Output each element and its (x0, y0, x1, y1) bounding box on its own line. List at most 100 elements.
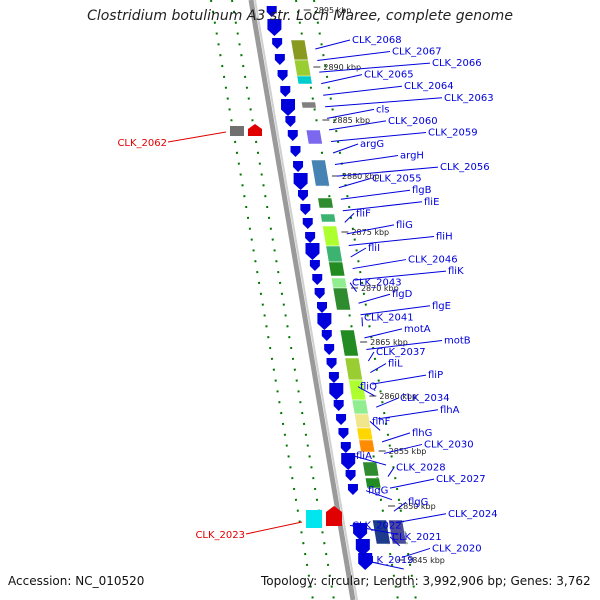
backbone-highlight (254, 0, 358, 600)
dotted-ring-mid-outer (231, 0, 335, 600)
forward-gene-arrow (290, 146, 301, 157)
forward-gene-arrow (336, 414, 347, 425)
forward-gene-label: CLK_2028 (396, 463, 446, 474)
cds-match-block (364, 477, 382, 489)
forward-gene-arrow (312, 274, 323, 285)
forward-gene-arrow (293, 161, 304, 172)
cds-match-block (344, 357, 363, 381)
forward-gene-leader (381, 432, 411, 443)
forward-gene-arrow (355, 539, 370, 556)
cds-match-block (328, 261, 346, 277)
forward-gene-leader (319, 62, 431, 73)
forward-gene-arrow (333, 400, 344, 411)
scale-tick-label: 2875 kbp (351, 228, 389, 237)
forward-gene-arrow (326, 358, 337, 369)
forward-gene-label: fliA (356, 451, 372, 462)
forward-gene-leader (401, 547, 431, 558)
forward-gene-leader (338, 178, 371, 189)
cds-match-block (330, 277, 348, 289)
forward-gene-leader (349, 282, 357, 292)
forward-gene-leader (334, 155, 399, 166)
forward-gene-leader (378, 409, 439, 420)
forward-gene-label: CLK_2059 (428, 127, 478, 138)
scale-tick-label: 2850 kbp (398, 502, 436, 511)
cds-match-block (354, 413, 372, 429)
forward-gene-leader (317, 51, 391, 62)
scale-tick-label: 2870 kbp (361, 284, 399, 293)
forward-gene-leader (344, 212, 355, 223)
forward-gene-leader (328, 120, 387, 131)
forward-gene-label: CLK_2022 (352, 520, 402, 531)
forward-gene-label: CLK_2020 (432, 543, 482, 554)
forward-gene-label: flgG (408, 497, 428, 508)
forward-gene-arrow (338, 428, 349, 439)
accession-label: Accession: NC_010520 (8, 574, 145, 588)
reverse-gene-block (306, 510, 322, 528)
cds-match-block (339, 329, 359, 357)
forward-gene-label: CLK_2068 (352, 35, 402, 46)
forward-gene-leader (369, 420, 381, 431)
forward-gene-arrow (281, 99, 296, 116)
forward-gene-label: CLK_2066 (432, 58, 482, 69)
forward-gene-arrow (305, 243, 320, 260)
forward-gene-leader (395, 513, 447, 524)
forward-gene-arrow (358, 553, 373, 570)
forward-gene-leader (357, 386, 375, 397)
scale-tick-label: 2880 kbp (342, 172, 380, 181)
forward-gene-leader (354, 270, 447, 281)
forward-gene-arrow (317, 302, 328, 313)
forward-gene-arrow (305, 232, 316, 243)
forward-gene-label: CLK_2043 (352, 278, 402, 289)
forward-gene-arrow (353, 523, 368, 540)
forward-gene-arrow (340, 442, 351, 453)
forward-gene-label: CLK_2030 (424, 439, 474, 450)
forward-gene-label: fliE (424, 197, 439, 208)
cds-match-block (310, 159, 330, 187)
forward-gene-leader (332, 143, 359, 154)
forward-gene-arrow (287, 130, 298, 141)
cds-match-block (388, 519, 407, 545)
forward-gene-label: flhF (372, 416, 391, 427)
forward-gene-label: fliH (436, 231, 453, 242)
forward-gene-label: CLK_2046 (408, 255, 458, 266)
forward-gene-label: CLK_2065 (364, 70, 414, 81)
reverse-gene-leader (167, 131, 227, 143)
forward-gene-leader (321, 74, 363, 85)
scale-tick-label: 2890 kbp (323, 63, 361, 72)
scale-tick-label: 2895 kbp (314, 6, 352, 15)
forward-gene-label: cls (376, 104, 390, 115)
forward-gene-arrow (302, 218, 313, 229)
forward-gene-leader (315, 39, 351, 50)
cds-match-block (362, 461, 380, 477)
cds-match-block (332, 287, 352, 311)
cds-match-block (372, 519, 391, 545)
forward-gene-label: CLK_2055 (372, 174, 422, 185)
forward-gene-arrow (324, 344, 335, 355)
forward-gene-label: CLK_2041 (364, 312, 414, 323)
reverse-strand-track (230, 124, 342, 528)
genome-summary: Topology: circular; Length: 3,992,906 bp… (261, 574, 591, 588)
forward-gene-leader (323, 85, 403, 96)
forward-gene-leader (330, 131, 427, 142)
forward-gene-arrow (293, 173, 308, 190)
forward-gene-leader (389, 478, 435, 489)
forward-gene-label: motB (444, 335, 471, 346)
cds-match-block (293, 59, 312, 79)
forward-strand-track (266, 6, 373, 570)
forward-gene-leader (346, 224, 395, 235)
forward-gene-label: fliL (388, 359, 403, 370)
forward-gene-leader (325, 97, 443, 108)
forward-gene-leader (348, 235, 435, 246)
reverse-gene-arrow (326, 506, 342, 526)
dotted-ring-innermost (313, 0, 417, 600)
forward-gene-arrow (300, 204, 311, 215)
cds-match-block (358, 439, 376, 453)
reverse-gene-leader (245, 521, 303, 535)
forward-gene-label: CLK_2034 (400, 393, 450, 404)
cds-match-block (325, 245, 343, 263)
forward-gene-leader (350, 247, 367, 258)
forward-gene-label: fliI (368, 243, 380, 254)
forward-gene-label: CLK_2024 (448, 509, 498, 520)
